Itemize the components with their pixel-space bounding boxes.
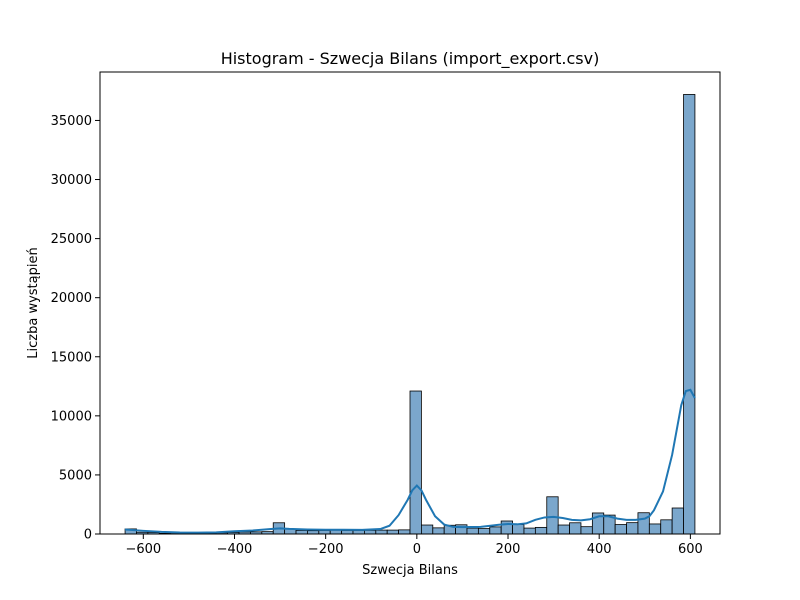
histogram-bar <box>523 527 536 535</box>
histogram-bar <box>614 524 627 535</box>
histogram-bar <box>534 526 548 535</box>
y-axis-label: Liczba wystąpień <box>26 247 41 358</box>
histogram-bar <box>386 529 400 535</box>
y-tick-label: 5000 <box>59 468 92 483</box>
x-tick-label: 0 <box>413 542 421 557</box>
histogram-bar <box>648 523 662 535</box>
histogram-bar <box>329 529 343 535</box>
histogram-bar <box>512 524 525 535</box>
histogram-bar <box>398 529 411 535</box>
histogram-bar <box>364 529 377 535</box>
y-tick-label: 35000 <box>51 114 92 129</box>
x-tick-label: 400 <box>587 542 612 557</box>
histogram-bar <box>432 527 445 535</box>
histogram-bar <box>557 524 570 535</box>
histogram-bar <box>626 522 639 535</box>
histogram-bar <box>500 520 513 535</box>
histogram-bar <box>420 524 434 535</box>
histogram-bar <box>683 94 696 535</box>
chart-title: Histogram - Szwecja Bilans (import_expor… <box>221 49 600 69</box>
histogram-bar <box>341 530 354 535</box>
histogram-bar <box>477 528 491 535</box>
kde-curve <box>124 388 696 534</box>
histogram-bar <box>569 522 582 535</box>
x-axis-ticks: −600 −400 −200 0 200 400 600 <box>125 534 703 557</box>
x-axis-label: Szwecja Bilans <box>362 563 458 578</box>
plot-frame <box>99 71 721 535</box>
x-tick-label: −200 <box>308 542 344 557</box>
histogram-bar <box>580 526 593 535</box>
y-tick-label: 0 <box>84 528 92 543</box>
x-tick-label: −400 <box>217 542 253 557</box>
y-axis-ticks: 0 5000 10000 15000 20000 25000 30000 35000 <box>51 114 100 543</box>
histogram-bar <box>546 496 559 535</box>
y-tick-label: 10000 <box>51 409 92 424</box>
y-tick-label: 15000 <box>51 350 92 365</box>
x-tick-label: 200 <box>496 542 521 557</box>
y-tick-label: 20000 <box>51 291 92 306</box>
histogram-bar <box>660 519 673 535</box>
histogram-bar <box>375 529 388 535</box>
histogram-bar <box>637 512 650 535</box>
y-tick-label: 25000 <box>51 232 92 247</box>
x-tick-label: −600 <box>125 542 161 557</box>
histogram-bar <box>671 507 684 535</box>
y-tick-label: 30000 <box>51 173 92 188</box>
histogram-bar <box>295 530 308 535</box>
histogram-bar <box>318 530 331 535</box>
histogram-bar <box>466 527 479 535</box>
x-tick-label: 600 <box>678 542 703 557</box>
histogram-bar <box>489 526 502 535</box>
histogram-bar <box>409 390 422 535</box>
histogram-bar <box>352 530 365 535</box>
